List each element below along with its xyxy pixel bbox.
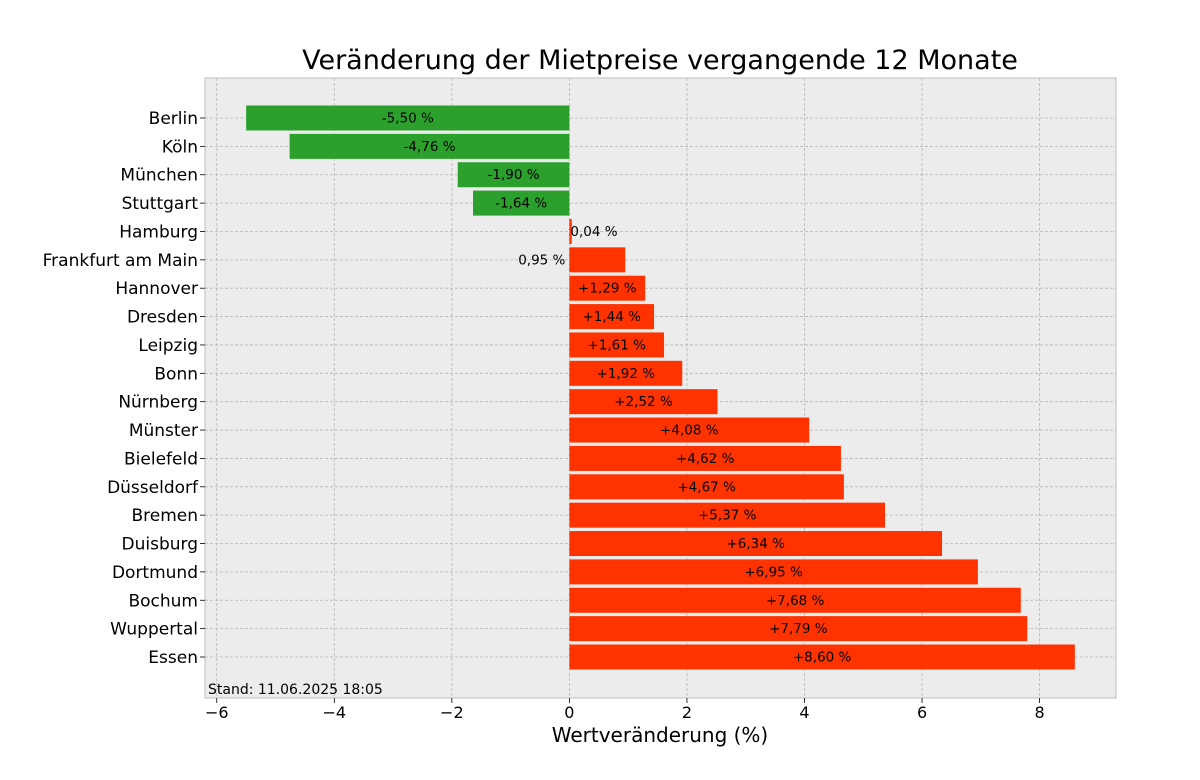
bar — [289, 133, 570, 159]
bar — [569, 417, 810, 443]
bar — [569, 502, 886, 528]
y-tick-label: Duisburg — [122, 535, 199, 555]
bar — [569, 389, 718, 415]
bar — [457, 162, 570, 188]
y-tick-label: Bochum — [128, 591, 198, 611]
x-tick-label: 4 — [799, 703, 809, 722]
bar-value-label: -1,90 % — [488, 167, 540, 183]
bar — [569, 445, 841, 471]
bar-value-label: +4,62 % — [676, 451, 735, 467]
bar-value-label: -1,64 % — [495, 196, 547, 212]
bar-value-label: +5,37 % — [698, 508, 757, 524]
data-labels: -5,50 % -4,76 % -1,90 % -1,64 % 0,04 % 0,95 %… — [382, 111, 852, 666]
y-tick-label: Hannover — [115, 279, 198, 299]
x-axis-label: Wertveränderung (%) — [552, 723, 769, 747]
y-tick-label: Bonn — [154, 364, 198, 384]
bar-value-label: +4,08 % — [660, 423, 719, 439]
bar — [569, 332, 665, 358]
bar — [569, 644, 1075, 670]
bar-value-label: +6,34 % — [726, 536, 785, 552]
y-tick-label: Stuttgart — [122, 194, 199, 214]
bar-value-label: -5,50 % — [382, 111, 434, 127]
y-tick-label: Bielefeld — [124, 449, 198, 469]
x-tick-label: 6 — [917, 703, 927, 722]
x-tick-label: 2 — [682, 703, 692, 722]
x-tick-label: −4 — [323, 703, 347, 722]
bar-value-label: +2,52 % — [614, 394, 673, 410]
y-tick-label: Wuppertal — [110, 620, 198, 640]
chart-title: Veränderung der Mietpreise vergangende 1… — [302, 45, 1018, 76]
bar — [569, 474, 844, 500]
y-tick-label: Hamburg — [119, 222, 198, 242]
bar — [569, 275, 646, 301]
y-tick-label: Nürnberg — [118, 393, 198, 413]
bar — [569, 304, 655, 330]
y-tick-label: München — [120, 166, 198, 186]
bar-value-label: +1,61 % — [587, 337, 646, 353]
y-tick-label: Düsseldorf — [107, 478, 199, 498]
bar-value-label: +1,29 % — [578, 281, 637, 297]
bar — [569, 247, 626, 273]
plot-frame — [204, 77, 1117, 699]
x-tick-label: 8 — [1034, 703, 1044, 722]
bar-value-label: +1,92 % — [597, 366, 656, 382]
bar — [569, 559, 978, 585]
bar — [569, 587, 1021, 613]
bar — [569, 360, 683, 386]
bar-value-label: -4,76 % — [403, 139, 455, 155]
bar-value-label: 0,95 % — [518, 252, 565, 268]
bar-value-label: +8,60 % — [793, 650, 852, 666]
y-tick-label: Frankfurt am Main — [43, 251, 198, 271]
x-tick-label: −6 — [205, 703, 229, 722]
bar-value-label: +1,44 % — [582, 309, 641, 325]
bar-value-label: 0,04 % — [570, 224, 617, 240]
bar-value-label: +4,67 % — [677, 479, 736, 495]
y-tick-label: Dresden — [127, 308, 198, 328]
y-tick-label: Berlin — [149, 109, 198, 129]
bar — [569, 616, 1028, 642]
x-tick-label: 0 — [564, 703, 574, 722]
bar-value-label: +6,95 % — [744, 564, 803, 580]
y-tick-label: Essen — [148, 648, 198, 668]
bar — [569, 531, 943, 557]
y-tick-label: Köln — [162, 137, 198, 157]
bar — [246, 105, 570, 131]
bar-value-label: +7,79 % — [769, 621, 828, 637]
y-tick-label: Bremen — [131, 506, 198, 526]
y-tick-labels: Berlin Köln München Stuttgart Hamburg Frankfu… — [43, 109, 205, 668]
x-tick-label: −2 — [440, 703, 464, 722]
bars — [246, 105, 1075, 670]
y-tick-label: Dortmund — [112, 563, 198, 583]
bar — [569, 218, 572, 244]
bar-value-label: +7,68 % — [766, 593, 825, 609]
y-tick-label: Münster — [129, 421, 198, 441]
bar — [473, 190, 570, 216]
x-tick-labels: −6 −4 −2 0 2 4 6 8 — [205, 698, 1045, 722]
y-tick-label: Leipzig — [138, 336, 198, 356]
footnote-timestamp: Stand: 11.06.2025 18:05 — [208, 682, 383, 698]
